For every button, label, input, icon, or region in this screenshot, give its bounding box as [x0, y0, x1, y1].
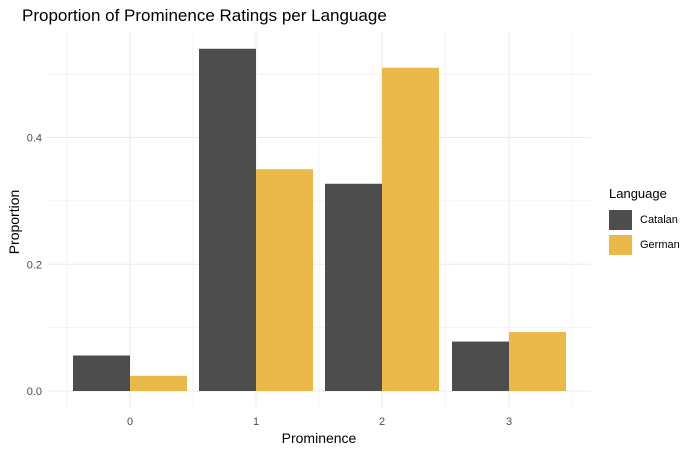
bar-german-0: [130, 375, 187, 391]
bars: [73, 48, 566, 392]
x-tick-label: 3: [506, 416, 512, 428]
bar-german-3: [509, 332, 566, 391]
bar-catalan-1: [199, 48, 256, 392]
y-tick-label: 0.2: [27, 259, 42, 271]
bar-german-1: [256, 169, 313, 391]
legend-label-german: German: [640, 238, 680, 251]
x-tick-label: 0: [127, 416, 133, 428]
legend-item-german: German: [609, 232, 680, 257]
bar-catalan-2: [325, 183, 382, 391]
bar-catalan-3: [452, 341, 509, 391]
x-axis-title: Prominence: [282, 430, 357, 446]
legend-item-catalan: Catalan: [609, 207, 680, 232]
y-tick-label: 0.0: [27, 386, 42, 398]
y-tick-label: 0.4: [27, 133, 42, 145]
bar-german-2: [382, 67, 439, 391]
legend-title: Language: [609, 186, 667, 201]
legend-label-catalan: Catalan: [640, 213, 678, 226]
x-tick-labels: 0 1 2 3: [127, 416, 512, 428]
bar-catalan-0: [73, 355, 130, 391]
legend-key-german: [609, 234, 632, 255]
legend: Language Catalan German: [609, 186, 680, 257]
legend-key-catalan: [609, 209, 632, 230]
x-tick-label: 1: [253, 416, 259, 428]
chart-title: Proportion of Prominence Ratings per Lan…: [22, 6, 387, 25]
y-axis-title: Proportion: [6, 190, 22, 255]
x-tick-label: 2: [379, 416, 385, 428]
y-tick-labels: 0.0 0.2 0.4: [27, 133, 42, 399]
